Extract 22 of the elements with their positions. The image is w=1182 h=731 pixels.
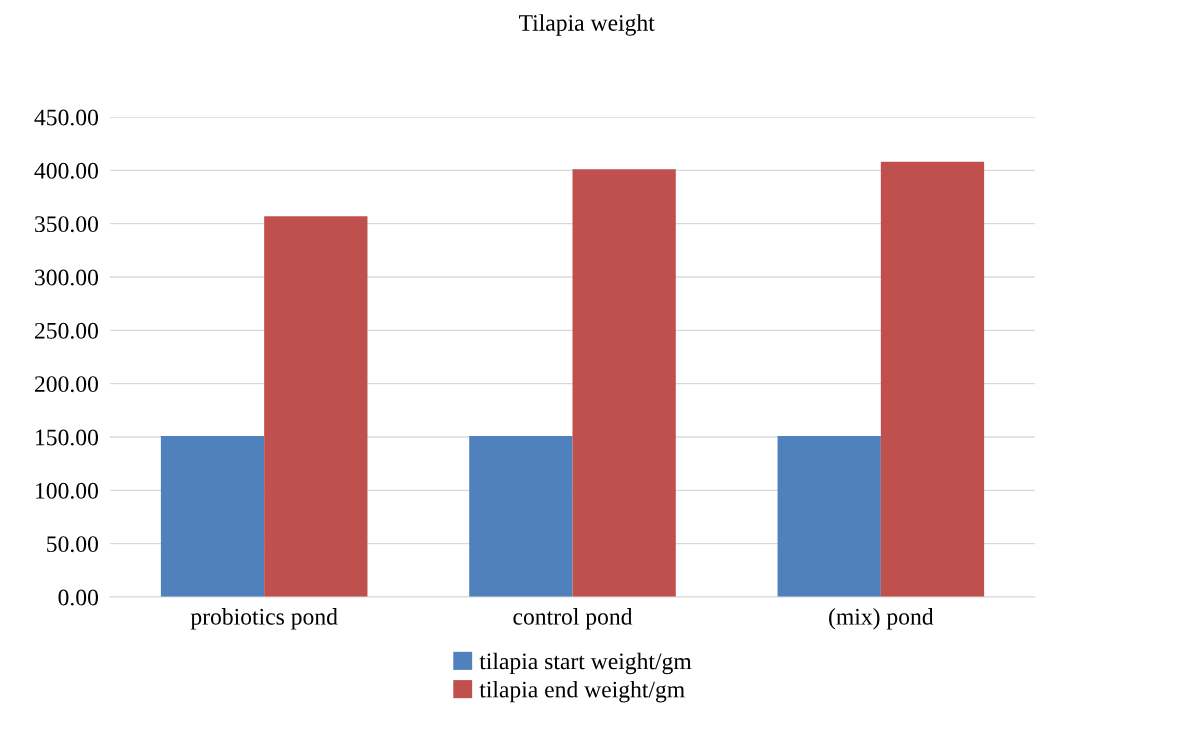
y-tick-label: 250.00: [35, 322, 98, 339]
y-tick-label: 200.00: [35, 376, 98, 393]
x-tick-label: (mix) pond: [829, 608, 934, 630]
y-tick-label: 0.00: [58, 589, 98, 606]
legend-label: tilapia end weight/gm: [479, 680, 685, 703]
x-tick-label: control pond: [513, 608, 633, 630]
y-tick-label: 350.00: [35, 216, 98, 233]
y-tick-label: 300.00: [35, 269, 98, 286]
chart-title: Tilapia weight: [519, 14, 655, 36]
y-tick-label: 50.00: [47, 536, 98, 553]
y-tick-label: 150.00: [36, 429, 98, 446]
bar: [777, 435, 881, 597]
x-tick-label: probiotics pond: [190, 608, 338, 630]
bar: [572, 169, 676, 597]
y-tick-label: 100.00: [36, 482, 98, 499]
bar: [469, 435, 573, 597]
y-tick-label: 400.00: [34, 162, 98, 179]
y-tick-label: 450.00: [34, 109, 98, 126]
bar: [264, 216, 368, 597]
bar: [160, 435, 265, 597]
legend-label: tilapia start weight/gm: [479, 652, 692, 675]
bar: [880, 161, 985, 597]
